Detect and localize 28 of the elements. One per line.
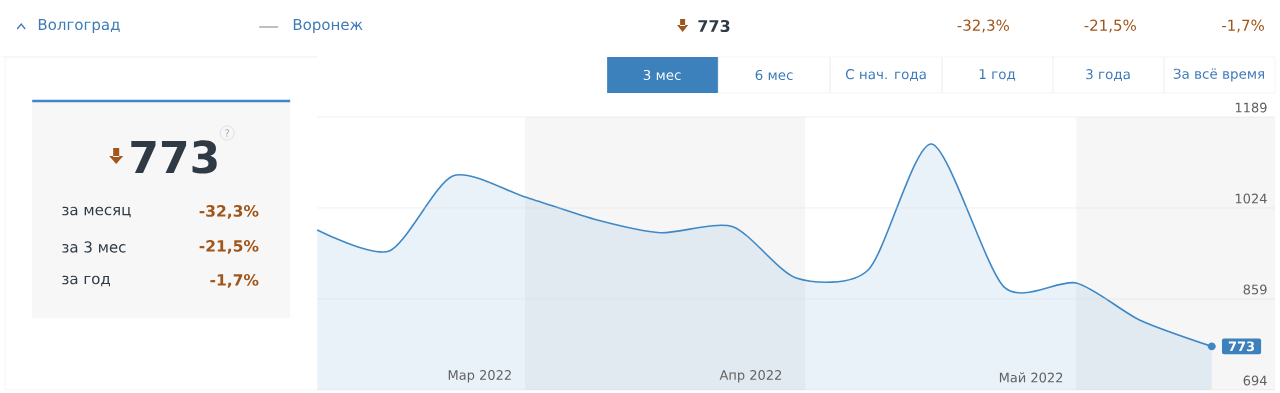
text: Волгоград (38, 19, 120, 34)
x-tick-label: Май 2022 (999, 372, 1063, 383)
text: -1,7% (210, 274, 259, 288)
y-tick-label: 694 (1243, 375, 1267, 386)
y-tick-label: 1189 (1235, 102, 1267, 113)
text: -21,5% (199, 240, 259, 254)
text: -32,3% (199, 205, 259, 219)
text: за 3 мес (62, 241, 126, 253)
text: за год (62, 275, 110, 287)
text: -32,3% (957, 19, 1010, 33)
text: 3 мес (643, 69, 681, 81)
text: 1 год (979, 69, 1016, 81)
x-tick-label: Мар 2022 (448, 370, 511, 383)
text: 6 мес (755, 69, 793, 81)
text: за месяц (62, 206, 131, 218)
text: -21,5% (1084, 19, 1136, 33)
text: С нач. года (845, 69, 926, 81)
y-tick-label: 859 (1243, 284, 1267, 295)
text: 773 (698, 19, 730, 33)
annotation: 773 (1228, 341, 1255, 352)
text: Воронеж (293, 19, 363, 34)
text: 773 (131, 140, 217, 174)
x-tick-label: Апр 2022 (719, 370, 782, 383)
text: -1,7% (1222, 19, 1264, 33)
y-tick-label: 1024 (1235, 193, 1267, 204)
text: ? (225, 129, 230, 137)
text: 3 года (1086, 69, 1130, 81)
text: За всё время (1173, 68, 1264, 82)
